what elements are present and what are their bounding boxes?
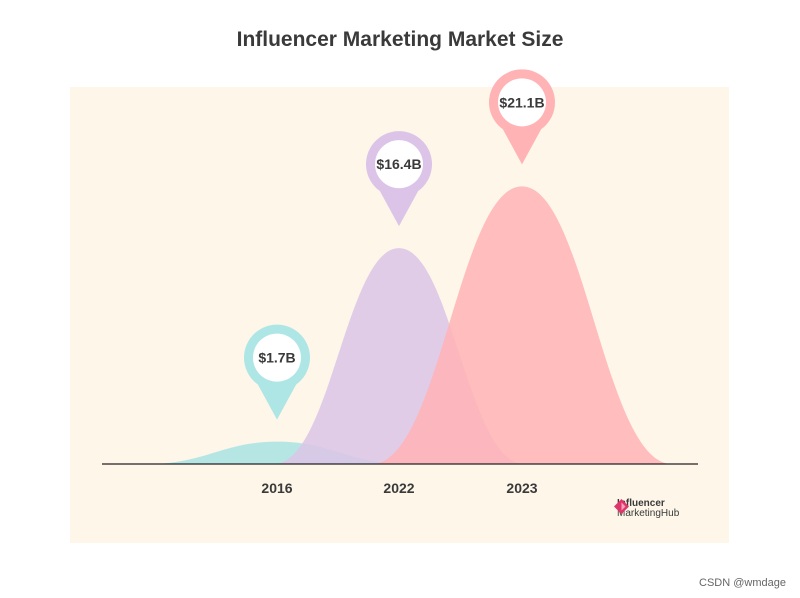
chart-title: Influencer Marketing Market Size [236, 28, 564, 51]
brand-line-1: Influencer [617, 498, 665, 509]
pin-inner-circle-2022 [375, 140, 423, 189]
pin-marker-2022: $16.4B [366, 131, 433, 227]
tick-labels-group: 2016 2022 2023 [261, 480, 537, 496]
value-label-2016: $1.7B [258, 350, 295, 366]
x-tick-label-2022: 2022 [383, 480, 414, 496]
brand-logo: Influencer MarketingHub [614, 499, 679, 519]
x-tick-label-2016: 2016 [261, 480, 292, 496]
pins-group: $1.7B $16.4B $21.1B [244, 69, 555, 420]
pin-marker-2023: $21.1B [489, 69, 555, 165]
curves-group [147, 186, 672, 464]
area-curve-2023 [372, 186, 672, 464]
pin-marker-2016: $1.7B [244, 324, 311, 420]
value-label-2022: $16.4B [376, 156, 421, 172]
pin-inner-circle-2016 [253, 333, 301, 382]
value-label-2023: $21.1B [499, 94, 544, 110]
x-tick-label-2023: 2023 [506, 480, 537, 496]
watermark: CSDN @wmdage [699, 577, 786, 589]
pin-inner-circle-2023 [498, 78, 546, 127]
brand-logo-icon [614, 499, 629, 514]
brand-line-2: MarketingHub [617, 508, 680, 519]
